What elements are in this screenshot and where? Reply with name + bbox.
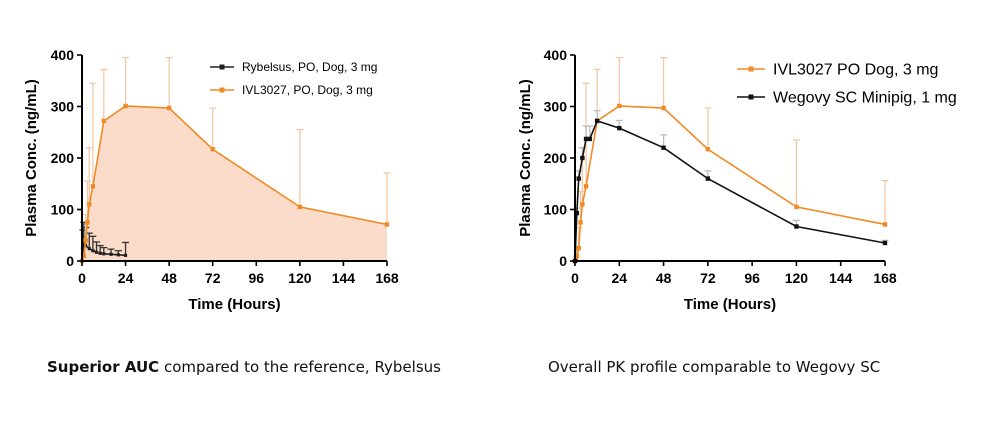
- chart-1-legend-label-1: Wegovy SC Minipig, 1 mg: [773, 90, 957, 107]
- chart-0-series-1-point: [85, 220, 90, 225]
- chart-0-x-tick-label: 0: [78, 270, 86, 286]
- chart-0-series-1-point: [166, 105, 172, 111]
- chart-0-x-tick-label: 168: [375, 270, 399, 286]
- chart-1-series-0-point: [576, 245, 581, 251]
- chart-1-series-1-point: [617, 125, 622, 131]
- chart-0-series-1-point: [83, 238, 88, 243]
- chart-0-x-tick-label: 48: [161, 270, 177, 286]
- chart-0-series-1-point: [210, 147, 215, 152]
- chart-0-series-1-point: [81, 253, 87, 259]
- chart-1-series-0-point: [794, 204, 799, 210]
- chart-1-legend-label-0: IVL3027 PO Dog, 3 mg: [773, 62, 938, 79]
- chart-1-y-tick-label: 100: [544, 202, 568, 218]
- chart-1-series-1-error-bars: [573, 109, 889, 243]
- chart-0-series-0-point: [87, 247, 91, 251]
- chart-0-series-1-area: [82, 105, 387, 261]
- caption-left-rest: compared to the reference, Rybelsus: [159, 358, 441, 376]
- chart-0-series-1-point: [384, 222, 390, 227]
- chart-0-series-0-point: [123, 253, 128, 257]
- chart-0-ylabel: Plasma Conc. (ng/mL): [23, 79, 40, 237]
- caption-left: Superior AUC compared to the reference, …: [47, 358, 441, 376]
- chart-0-series-0-point: [91, 249, 95, 253]
- chart-0-series-0-point: [116, 253, 120, 257]
- chart-1-y-tick-label: 400: [544, 47, 568, 63]
- chart-1-x-tick-label: 24: [611, 270, 627, 286]
- chart-1-x-tick-label: 72: [700, 270, 716, 286]
- chart-1-series-1-point: [580, 155, 585, 161]
- chart-0-x-tick-label: 72: [205, 270, 221, 286]
- chart-1-series-1-point: [882, 240, 888, 246]
- chart-1-series-0-point: [578, 220, 583, 225]
- chart-1-series-0-point: [617, 103, 622, 109]
- chart-0-series-1-point: [101, 118, 106, 124]
- chart-1-x-tick-label: 168: [873, 270, 897, 286]
- chart-1-series-1-point: [574, 210, 580, 216]
- chart-1-series-1-point: [576, 176, 581, 181]
- chart-0-y-tick-label: 100: [51, 202, 75, 218]
- chart-1-series-1-point: [705, 176, 711, 181]
- chart-0-series-1-point: [90, 184, 96, 189]
- chart-0-x-tick-label: 144: [332, 270, 356, 286]
- chart-1-x-tick-label: 96: [744, 270, 760, 286]
- chart-0-x-tick-label: 96: [248, 270, 264, 286]
- caption-right: Overall PK profile comparable to Wegovy …: [548, 358, 881, 376]
- chart-1-series-0-point: [574, 253, 580, 259]
- chart-1-series-1-point: [794, 224, 799, 229]
- chart-0-series-1-line: [81, 105, 388, 262]
- chart-0-series-1-point: [123, 103, 128, 109]
- chart-1-y-tick-label: 300: [544, 99, 568, 115]
- chart-1-y-tick-label: 0: [559, 253, 567, 269]
- chart-1-ylabel: Plasma Conc. (ng/mL): [517, 79, 534, 237]
- chart-0-x-tick-label: 120: [288, 270, 312, 286]
- chart-0-series-0-point: [109, 252, 113, 256]
- chart-0-series-0-point: [94, 250, 99, 254]
- chart-right: 0 100 200 300 400 0 24 48 72 96 120 144 168 Time (Hou…: [517, 47, 957, 313]
- chart-1-series-0-point: [882, 222, 888, 227]
- chart-1-legend-marker-0: [748, 66, 754, 72]
- caption-left-bold: Superior AUC: [47, 358, 160, 376]
- chart-0-legend-label-1: IVL3027, PO, Dog, 3 mg: [242, 83, 373, 97]
- chart-0-series-0-point: [82, 241, 86, 245]
- chart-1-legend-marker-1: [748, 94, 754, 100]
- chart-1-series-1-point: [594, 118, 600, 124]
- chart-1-x-tick-label: 144: [829, 270, 853, 286]
- chart-1-series-0-point: [580, 202, 585, 207]
- chart-0-series-0-point: [98, 251, 102, 255]
- chart-0-xlabel: Time (Hours): [188, 296, 280, 313]
- chart-1-series-0-point: [705, 147, 711, 152]
- chart-0-y-tick-label: 300: [51, 99, 75, 115]
- chart-0-y-tick-label: 0: [66, 253, 74, 269]
- chart-0-y-tick-label: 400: [51, 47, 75, 63]
- chart-1-y-tick-label: 200: [544, 150, 568, 166]
- chart-1-series-1-point: [583, 136, 589, 142]
- chart-1-series-1-point: [661, 145, 666, 150]
- chart-1-x-tick-label: 48: [656, 270, 672, 286]
- chart-0-legend-marker-0: [219, 64, 225, 70]
- chart-1-series-0-point: [661, 105, 666, 111]
- chart-0-series-1-point: [297, 204, 303, 210]
- chart-1-x-tick-label: 0: [571, 270, 579, 286]
- chart-0-series-0-point: [102, 252, 106, 256]
- chart-0-legend-marker-1: [219, 87, 225, 93]
- chart-left: 0 100 200 300 400 0 24 48 72 96 120 144 168 Time (Hou…: [23, 47, 399, 313]
- chart-0-x-tick-label: 24: [118, 270, 134, 286]
- chart-1-xlabel: Time (Hours): [684, 296, 776, 313]
- chart-0-legend-label-0: Rybelsus, PO, Dog, 3 mg: [242, 60, 377, 74]
- chart-1-series-1-line: [574, 119, 886, 262]
- chart-0-y-tick-label: 200: [51, 150, 75, 166]
- chart-0-series-1-point: [87, 202, 92, 207]
- chart-1-series-1-point: [587, 136, 592, 142]
- chart-1-series-0-point: [583, 184, 589, 189]
- chart-1-x-tick-label: 120: [785, 270, 809, 286]
- chart-1-series-0-error-bars: [572, 56, 889, 259]
